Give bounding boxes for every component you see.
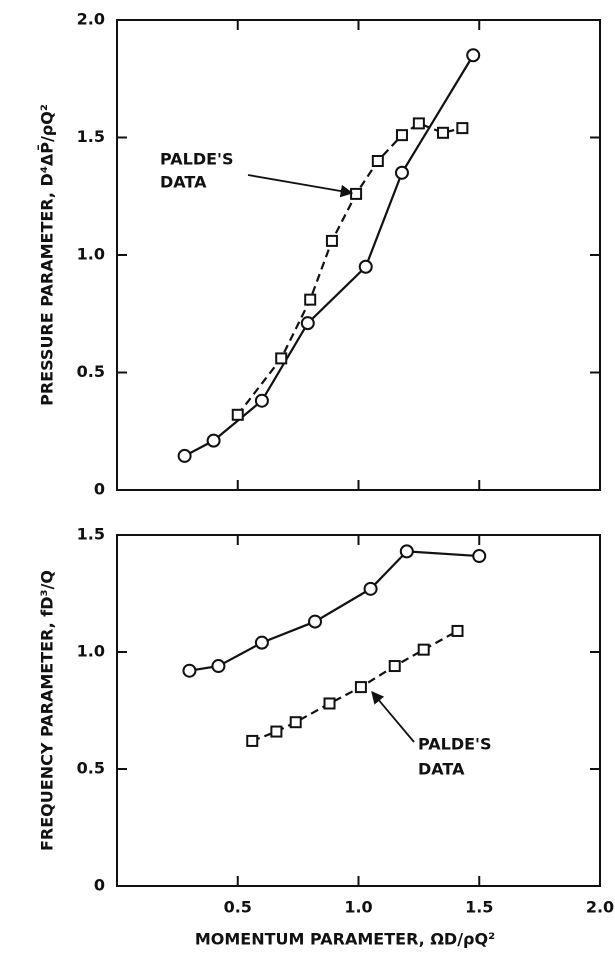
x-tick-label: 1.0 — [344, 898, 372, 917]
x-tick-label: 2.0 — [586, 898, 614, 917]
data-point — [211, 659, 226, 674]
plot-frame — [116, 19, 601, 491]
data-point — [388, 660, 401, 673]
data-point — [231, 408, 244, 421]
data-point — [289, 716, 302, 729]
data-point — [270, 725, 283, 738]
data-point — [300, 316, 315, 331]
data-point — [354, 681, 367, 694]
data-point — [394, 165, 409, 180]
data-point — [466, 48, 481, 63]
y-tick-label: 0.5 — [77, 759, 105, 778]
data-point — [451, 624, 464, 637]
data-point — [371, 155, 384, 167]
y-tick-label: 0 — [94, 480, 105, 499]
y-tick-label: 0.5 — [77, 362, 105, 381]
plot-frame — [116, 534, 601, 887]
data-point — [395, 129, 408, 142]
data-point — [254, 635, 269, 650]
y-tick-label: 0 — [94, 876, 105, 895]
data-point — [325, 234, 338, 247]
y-axis-label: FREQUENCY PARAMETER, fD³/Q — [38, 570, 57, 851]
data-point — [417, 643, 430, 656]
y-axis-label: PRESSURE PARAMETER, D⁴ΔP̄/ρQ² — [37, 104, 57, 406]
annotation: DATA — [418, 760, 465, 779]
data-point — [363, 581, 378, 596]
data-point — [399, 544, 414, 559]
data-point — [350, 187, 363, 200]
series-line — [184, 54, 475, 457]
data-point — [254, 393, 269, 408]
x-tick-label: 1.5 — [465, 898, 493, 917]
data-point — [304, 293, 317, 306]
annotation-arrow — [247, 174, 354, 198]
data-point — [177, 448, 192, 463]
data-point — [437, 126, 450, 139]
annotation: PALDE'S — [160, 150, 233, 169]
y-tick-label: 2.0 — [77, 10, 105, 29]
annotation-arrow — [371, 691, 415, 743]
y-tick-label: 1.5 — [77, 127, 105, 146]
series-line — [236, 122, 463, 416]
annotation: DATA — [160, 173, 207, 192]
data-point — [182, 663, 197, 678]
y-tick-label: 1.0 — [77, 245, 105, 264]
data-point — [206, 433, 221, 448]
data-point — [358, 259, 373, 274]
data-point — [323, 697, 336, 710]
data-point — [275, 352, 288, 365]
data-point — [412, 117, 425, 130]
x-tick-label: 0.5 — [224, 898, 252, 917]
y-tick-label: 1.5 — [77, 525, 105, 544]
series-line — [189, 550, 480, 672]
data-point — [456, 122, 469, 135]
data-point — [472, 549, 487, 564]
data-point — [246, 734, 259, 747]
x-axis-label: MOMENTUM PARAMETER, ΩD/ρQ² — [195, 930, 495, 949]
data-point — [308, 614, 323, 629]
y-tick-label: 1.0 — [77, 642, 105, 661]
annotation: PALDE'S — [418, 735, 491, 754]
